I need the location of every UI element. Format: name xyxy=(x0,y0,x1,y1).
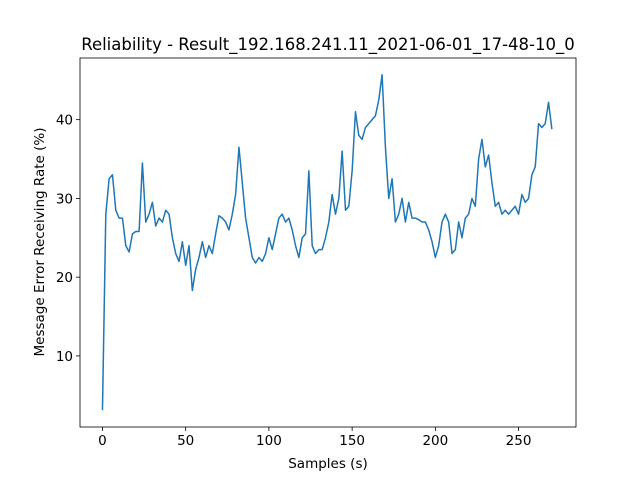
axes-frame xyxy=(79,57,577,428)
x-tick-label: 100 xyxy=(256,433,282,449)
x-tick-label: 50 xyxy=(177,433,194,449)
y-axis-label: Message Error Receiving Rate (%) xyxy=(32,128,48,357)
x-tick-label: 200 xyxy=(422,433,448,449)
x-tick-label: 150 xyxy=(339,433,365,449)
chart-title: Reliability - Result_192.168.241.11_2021… xyxy=(81,35,575,55)
y-tick-label: 40 xyxy=(56,113,73,129)
data-line xyxy=(101,74,553,411)
x-tick-label: 0 xyxy=(98,433,107,449)
y-tick-label: 30 xyxy=(56,191,73,207)
y-tick-label: 20 xyxy=(56,270,73,286)
x-tick-label: 250 xyxy=(506,433,532,449)
y-tick-label: 10 xyxy=(56,349,73,365)
x-axis-label: Samples (s) xyxy=(288,456,368,472)
